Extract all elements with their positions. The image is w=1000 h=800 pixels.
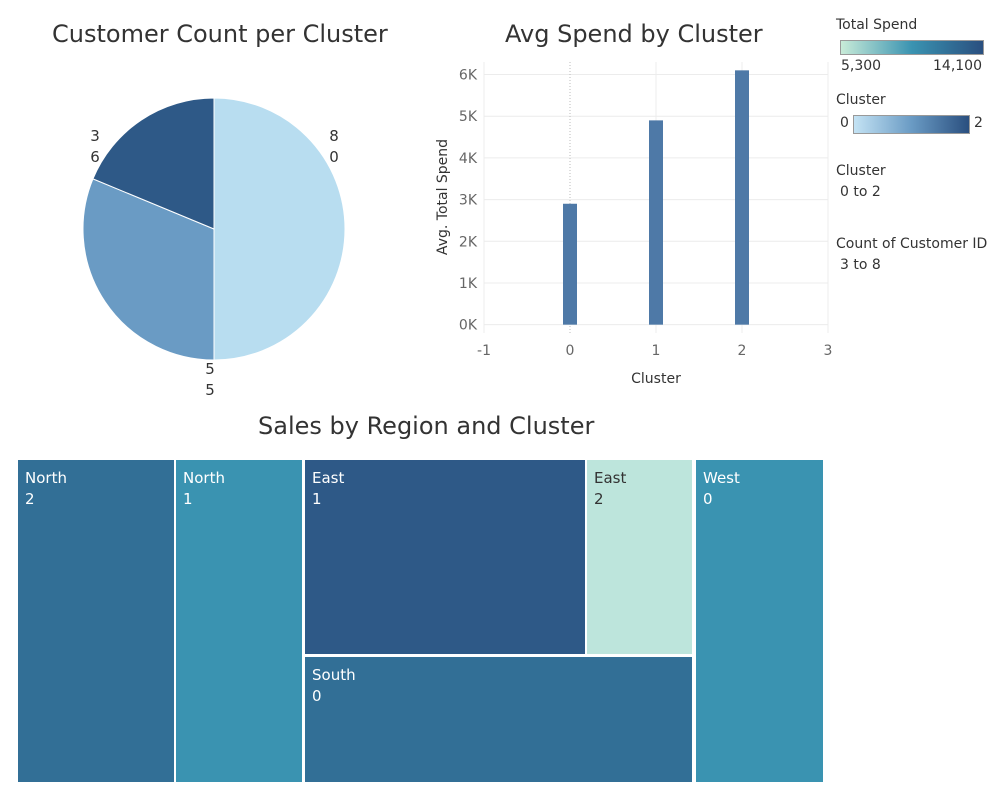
cluster-legend-title: Cluster (836, 92, 886, 108)
count-filter-title: Count of Customer ID (836, 236, 988, 252)
bar-cluster-1[interactable] (649, 120, 663, 325)
treemap-title: Sales by Region and Cluster (258, 412, 595, 440)
bar-x-tick-label: 2 (738, 343, 747, 359)
treemap-cell-region: South (312, 666, 356, 684)
bar-y-tick-label: 6K (459, 68, 478, 84)
pie-slice-cluster-1[interactable] (82, 178, 215, 361)
total-spend-color-ramp (840, 40, 984, 55)
pie-slice-label: 0 (329, 148, 339, 166)
bar-x-tick-label: -1 (477, 343, 491, 359)
cluster-filter-title: Cluster (836, 163, 886, 179)
bar-x-tick-label: 0 (566, 343, 575, 359)
bar-chart: 0K 1K 2K 3K 4K 5K 6K -1 0 1 2 3 Cluster Avg. Total Sp… (435, 62, 833, 387)
bar-cluster-0[interactable] (563, 203, 577, 325)
treemap-cell-region: West (703, 469, 740, 487)
pie-chart: 8 0 5 5 3 6 (82, 97, 346, 399)
bar-y-tick-label: 2K (459, 234, 478, 250)
treemap-cell-region: East (594, 469, 627, 487)
bar-x-tick-label: 3 (824, 343, 833, 359)
bar-y-tick-label: 4K (459, 151, 478, 167)
treemap-cell-cluster: 2 (25, 490, 35, 508)
treemap-cell-cluster: 0 (703, 490, 713, 508)
pie-slice-label: 6 (90, 148, 100, 166)
treemap-cell-north-1[interactable]: North 1 (176, 460, 302, 782)
pie-chart-title: Customer Count per Cluster (52, 20, 388, 48)
pie-slice-label: 5 (205, 381, 215, 399)
treemap-cell-cluster: 2 (594, 490, 604, 508)
bar-x-tick-label: 1 (652, 343, 661, 359)
pie-slice-cluster-2[interactable] (92, 97, 215, 230)
treemap-cell-cluster: 1 (312, 490, 322, 508)
treemap-cell-north-2[interactable]: North 2 (18, 460, 174, 782)
cluster-legend-max: 2 (974, 115, 983, 131)
bar-y-tick-label: 3K (459, 193, 478, 209)
pie-slice-label: 8 (329, 127, 339, 145)
treemap-cell-east-1[interactable]: East 1 (305, 460, 585, 654)
treemap-cell-region: North (25, 469, 67, 487)
pie-slice-cluster-0[interactable] (213, 97, 346, 361)
bar-chart-title: Avg Spend by Cluster (505, 20, 763, 48)
total-spend-legend-max: 14,100 (933, 58, 982, 74)
bar-x-axis-label: Cluster (631, 371, 681, 387)
bar-y-tick-label: 5K (459, 109, 478, 125)
total-spend-legend-title: Total Spend (836, 17, 918, 33)
treemap-cell-cluster: 0 (312, 687, 322, 705)
cluster-color-ramp (853, 115, 970, 134)
cluster-filter-range[interactable]: 0 to 2 (840, 184, 881, 200)
bar-y-tick-label: 0K (459, 318, 478, 334)
treemap-cell-south-0[interactable]: South 0 (305, 657, 692, 782)
count-filter-range[interactable]: 3 to 8 (840, 257, 881, 273)
treemap-cell-west-0[interactable]: West 0 (696, 460, 823, 782)
bar-y-axis-label: Avg. Total Spend (435, 139, 451, 255)
treemap-cell-cluster: 1 (183, 490, 193, 508)
cluster-legend-min: 0 (840, 115, 849, 131)
treemap-cell-region: East (312, 469, 345, 487)
pie-slice-label: 5 (205, 360, 215, 378)
bar-cluster-2[interactable] (735, 70, 749, 325)
pie-slice-label: 3 (90, 127, 100, 145)
bar-y-tick-label: 1K (459, 276, 478, 292)
total-spend-legend-min: 5,300 (841, 58, 882, 74)
treemap-cell-east-2[interactable]: East 2 (587, 460, 692, 654)
treemap-cell-region: North (183, 469, 225, 487)
